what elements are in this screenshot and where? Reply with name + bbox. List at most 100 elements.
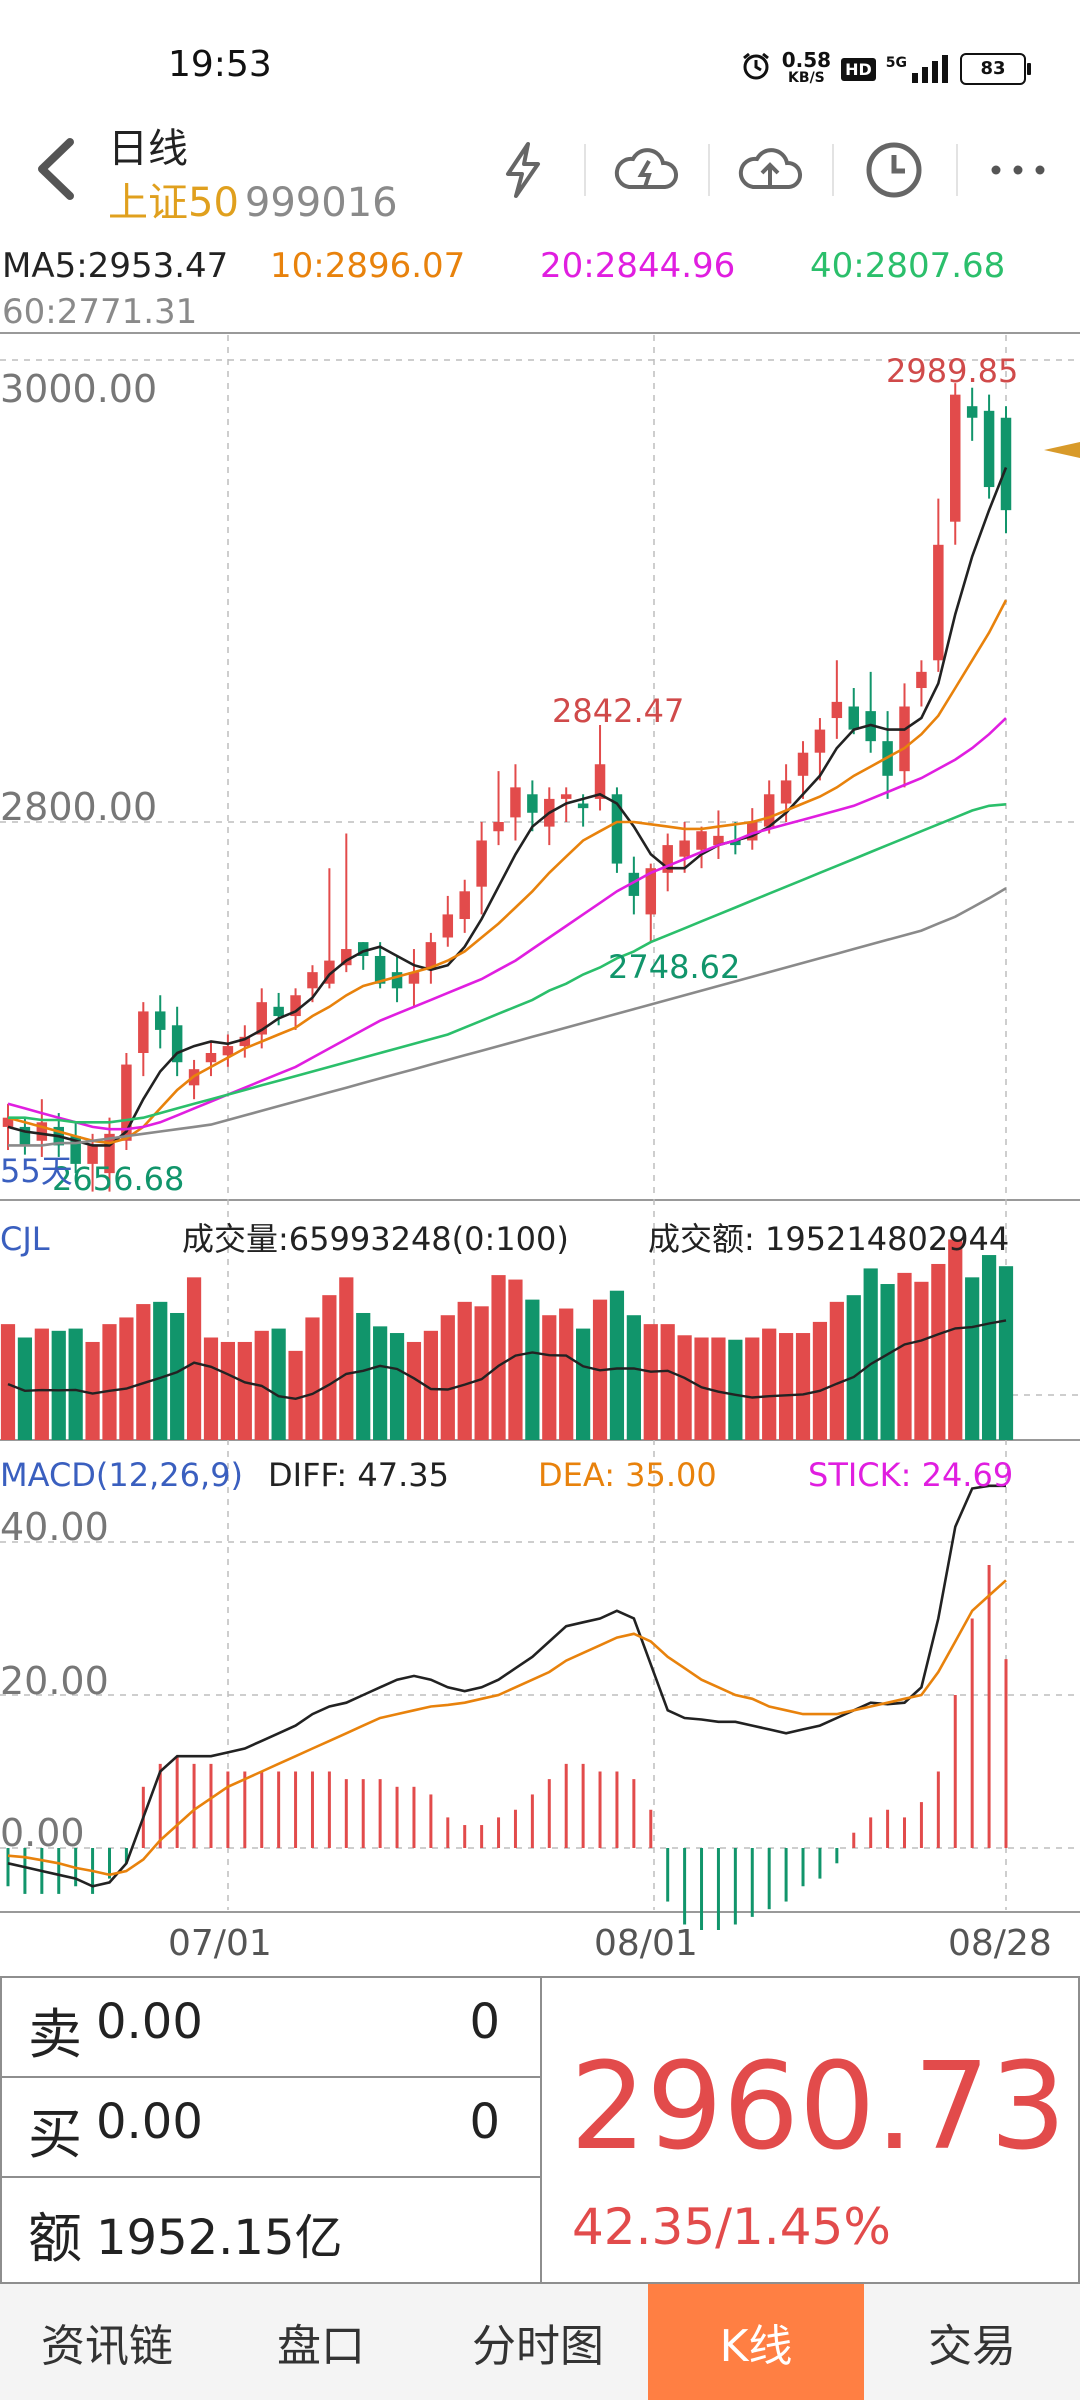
volume-bar — [998, 1266, 1014, 1440]
candle — [831, 701, 843, 719]
candle — [442, 914, 454, 938]
more-button[interactable] — [956, 130, 1080, 210]
y-tick-3000: 3000.00 — [0, 367, 157, 411]
candle — [966, 406, 978, 418]
flash-button[interactable] — [460, 130, 584, 210]
date-axis: 07/01 08/01 08/28 — [0, 1915, 1080, 1975]
tab-orderbook[interactable]: 盘口 — [277, 2321, 365, 2372]
ma-line-ma40 — [8, 803, 1007, 1124]
history-button[interactable] — [832, 130, 956, 210]
ma10-value: 10:2896.07 — [270, 246, 466, 286]
hd-badge: HD — [841, 57, 876, 81]
volume-bar — [423, 1330, 438, 1440]
candle — [527, 794, 538, 813]
volume-bar — [981, 1255, 997, 1440]
candle — [425, 942, 437, 970]
net-speed: 0.58 KB/S — [781, 48, 832, 86]
clock-icon — [866, 142, 922, 198]
buy-label: 买 — [28, 2103, 82, 2166]
period-title: 日线 — [108, 126, 188, 172]
candle — [459, 891, 470, 920]
candle — [747, 822, 758, 841]
volume-bar — [85, 1341, 100, 1440]
candle — [560, 794, 572, 799]
candle — [171, 1025, 183, 1063]
volume-bar — [339, 1277, 354, 1440]
cjl-title: CJL — [0, 1220, 50, 1258]
ma20-value: 20:2844.96 — [540, 246, 736, 286]
index-title: 上证50 999016 — [108, 170, 398, 228]
candle — [730, 840, 741, 846]
quote-panel: 卖 0.00 0 买 0.00 0 额 1952.15亿 2960.73 42.… — [0, 1976, 1080, 2284]
volume-bar — [762, 1328, 777, 1440]
candle — [713, 835, 724, 846]
cloud-upload-button[interactable] — [708, 130, 832, 210]
candle — [848, 706, 860, 730]
status-bar: 19:53 0.58 KB/S HD 5G 83 — [0, 0, 1080, 110]
tab-trade[interactable]: 交易 — [928, 2321, 1016, 2372]
ma5-value: MA5:2953.47 — [2, 246, 229, 286]
volume-bar — [491, 1275, 506, 1440]
volume-bar — [863, 1268, 878, 1440]
candle — [239, 1036, 251, 1047]
volume-bar — [0, 1324, 16, 1440]
candle — [374, 955, 386, 984]
volume-bar — [305, 1317, 320, 1440]
volume-bar — [17, 1337, 33, 1440]
candle — [983, 410, 995, 488]
candle — [357, 942, 369, 956]
candle — [780, 780, 792, 804]
candle — [696, 831, 707, 850]
macd-title: MACD(12,26,9) — [0, 1456, 243, 1494]
tab-intraday[interactable]: 分时图 — [472, 2321, 604, 2372]
sell-volume: 0 — [469, 1994, 500, 2050]
volume-bar — [508, 1279, 523, 1440]
volume-bar — [186, 1277, 202, 1440]
volume-bar — [711, 1337, 726, 1440]
battery-icon: 83 — [960, 53, 1031, 85]
volume-bar — [677, 1335, 692, 1440]
low-price-label: 2656.68 — [52, 1160, 184, 1198]
kline-chart[interactable]: 3000.00 2800.00 2989.85 2842.47 2748.62 … — [0, 330, 1080, 1930]
candle — [70, 1136, 81, 1164]
macd-dea-line — [7, 1579, 1007, 1877]
buy-price: 0.00 — [96, 2094, 203, 2150]
back-arrow-icon — [38, 138, 74, 200]
ma-line-ma5 — [7, 467, 1008, 1147]
volume-bar — [474, 1306, 489, 1440]
volume-value: 成交量:65993248(0:100) — [182, 1220, 569, 1258]
tab-kline[interactable]: K线 — [648, 2284, 864, 2400]
candle — [104, 1133, 115, 1174]
volume-bar — [846, 1295, 861, 1440]
volume-bar — [389, 1333, 405, 1440]
back-button[interactable] — [26, 134, 86, 204]
candle — [763, 794, 775, 827]
volume-bar — [931, 1263, 946, 1440]
candle — [391, 972, 403, 989]
volume-bar — [373, 1326, 388, 1440]
sell-row: 卖 0.00 0 — [0, 1976, 540, 2076]
volume-bar — [288, 1350, 303, 1440]
mid-high-label: 2842.47 — [552, 692, 684, 730]
volume-bar — [203, 1337, 219, 1440]
cloud-sync-button[interactable] — [584, 130, 708, 210]
date-tick: 08/01 — [594, 1923, 698, 1964]
candle — [222, 1046, 234, 1056]
index-code: 999016 — [244, 180, 398, 226]
volume-bar — [68, 1328, 83, 1440]
tab-news[interactable]: 资讯链 — [41, 2321, 173, 2372]
candle — [611, 794, 623, 864]
volume-bar — [356, 1312, 371, 1440]
volume-bar — [897, 1272, 912, 1440]
candle — [19, 1126, 31, 1146]
candle — [256, 1002, 267, 1035]
candle — [154, 1011, 166, 1030]
candle — [933, 544, 944, 661]
current-price-marker — [1044, 442, 1080, 458]
candle — [950, 394, 961, 522]
sell-price: 0.00 — [96, 1994, 203, 2050]
volume-bar — [237, 1341, 252, 1440]
volume-bar — [136, 1304, 151, 1440]
volume-bar — [51, 1330, 66, 1440]
volume-bar — [914, 1281, 929, 1440]
